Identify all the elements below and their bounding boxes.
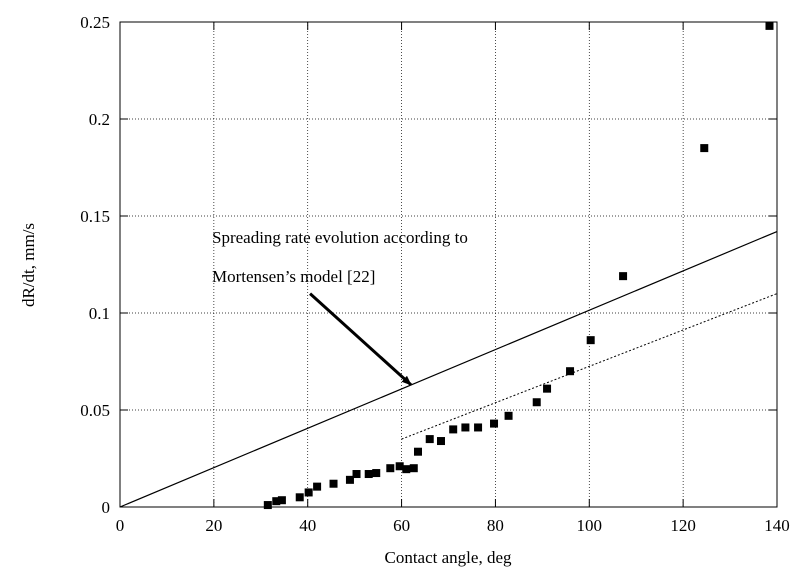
model-line-solid <box>119 230 778 508</box>
data-point <box>543 384 552 393</box>
data-point <box>277 496 286 505</box>
data-point <box>295 493 304 502</box>
data-point <box>425 435 434 444</box>
data-point <box>263 501 272 510</box>
data-point <box>586 336 595 345</box>
data-point <box>449 425 458 434</box>
data-point <box>409 464 418 473</box>
data-point <box>329 479 338 488</box>
x-axis-title: Contact angle, deg <box>385 548 512 567</box>
y-tick-label: 0.15 <box>80 207 110 226</box>
y-tick-label: 0.05 <box>80 401 110 420</box>
x-tick-label: 40 <box>299 516 316 535</box>
tick-marks <box>119 21 778 508</box>
data-point <box>372 469 381 478</box>
annotation-arrow-group <box>309 292 412 386</box>
y-tick-label: 0.2 <box>89 110 110 129</box>
data-point <box>490 419 499 428</box>
data-point <box>402 465 411 474</box>
data-point <box>532 398 541 407</box>
data-point <box>566 367 575 376</box>
data-point <box>413 447 422 456</box>
data-point <box>700 144 709 153</box>
fit-line-dotted <box>401 293 778 440</box>
y-tick-label: 0 <box>102 498 111 517</box>
y-tick-label: 0.25 <box>80 13 110 32</box>
data-point <box>395 462 404 471</box>
data-points <box>263 21 774 510</box>
data-point <box>313 482 322 491</box>
annotation-text-line-2: Mortensen’s model [22] <box>212 267 375 286</box>
x-tick-label: 80 <box>487 516 504 535</box>
x-tick-label: 20 <box>205 516 222 535</box>
data-point <box>474 423 483 432</box>
annotation-text-line-1: Spreading rate evolution according to <box>212 228 468 247</box>
data-point <box>461 423 470 432</box>
y-tick-label: 0.1 <box>89 304 110 323</box>
model-lines <box>119 230 778 508</box>
y-axis-title: dR/dt, mm/s <box>19 223 38 307</box>
plot-frame <box>119 21 778 508</box>
data-point <box>352 470 361 479</box>
data-point <box>504 411 513 420</box>
x-tick-label: 100 <box>577 516 603 535</box>
y-tick-labels: 0 0.05 0.1 0.15 0.2 0.25 <box>80 13 110 517</box>
grid-lines <box>120 22 777 507</box>
data-point <box>386 464 395 473</box>
x-tick-label: 60 <box>393 516 410 535</box>
x-tick-labels: 0 20 40 60 80 100 120 140 <box>116 516 790 535</box>
x-tick-label: 120 <box>670 516 696 535</box>
data-point <box>619 272 628 281</box>
data-point <box>304 488 313 497</box>
annotation-arrow <box>309 292 412 386</box>
data-point <box>272 497 281 506</box>
data-point <box>345 475 354 484</box>
data-point <box>436 437 445 446</box>
data-point <box>765 21 774 30</box>
x-tick-label: 0 <box>116 516 125 535</box>
data-point <box>364 470 373 479</box>
x-tick-label: 140 <box>764 516 790 535</box>
